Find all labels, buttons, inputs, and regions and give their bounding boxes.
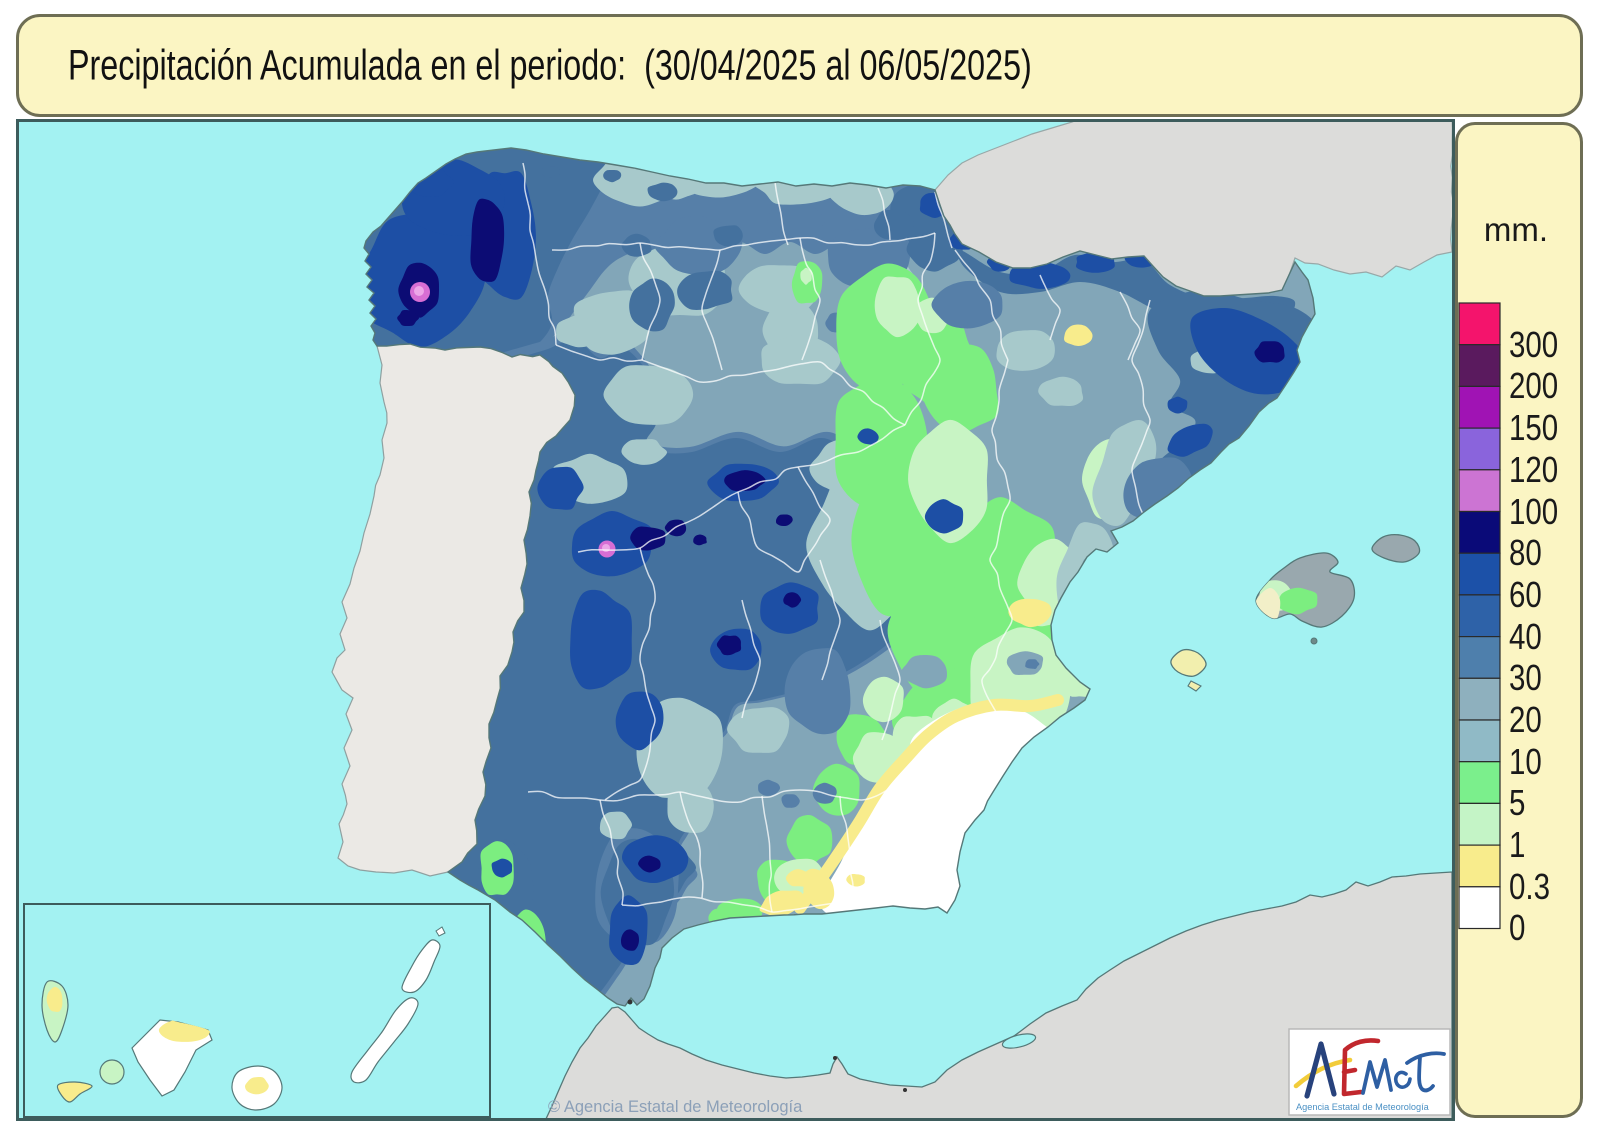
svg-text:60: 60 (1509, 574, 1542, 614)
svg-text:0.3: 0.3 (1509, 866, 1550, 906)
svg-text:Agencia Estatal de Meteorologí: Agencia Estatal de Meteorología (1296, 1102, 1430, 1112)
svg-text:1: 1 (1509, 824, 1525, 864)
svg-text:40: 40 (1509, 616, 1542, 656)
svg-text:300: 300 (1509, 324, 1558, 364)
svg-text:100: 100 (1509, 491, 1558, 531)
svg-text:0: 0 (1509, 907, 1525, 947)
svg-text:10: 10 (1509, 741, 1542, 781)
svg-text:© Agencia Estatal de Meteorolo: © Agencia Estatal de Meteorología (548, 1098, 803, 1116)
svg-text:20: 20 (1509, 699, 1542, 739)
svg-text:80: 80 (1509, 532, 1542, 572)
svg-text:30: 30 (1509, 657, 1542, 697)
svg-text:200: 200 (1509, 365, 1558, 405)
svg-text:150: 150 (1509, 407, 1558, 447)
svg-text:mm.: mm. (1484, 211, 1548, 248)
svg-text:120: 120 (1509, 449, 1558, 489)
svg-text:5: 5 (1509, 782, 1525, 822)
